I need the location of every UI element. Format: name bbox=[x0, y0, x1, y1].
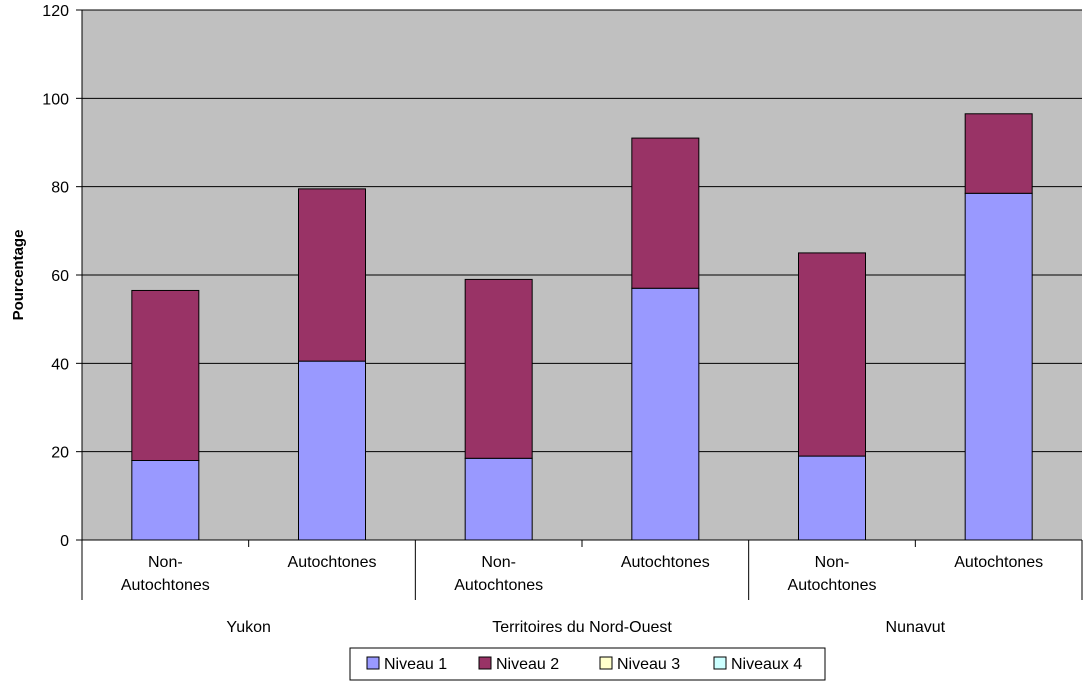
y-tick-label: 40 bbox=[51, 356, 69, 373]
bar-segment bbox=[131, 289, 200, 462]
legend-swatch bbox=[478, 656, 492, 670]
legend: Niveau 1 Niveau 2 Niveau 3 Niveaux 4 bbox=[349, 647, 826, 681]
legend-label: Niveaux 4 bbox=[731, 656, 802, 673]
legend-swatch bbox=[713, 656, 727, 670]
x-group-label: Nunavut bbox=[886, 619, 946, 636]
bar-segment bbox=[964, 113, 1033, 194]
x-group-label: Yukon bbox=[226, 619, 270, 636]
bar-segment bbox=[964, 192, 1033, 541]
legend-label: Niveau 1 bbox=[384, 656, 447, 673]
x-group-label: Territoires du Nord-Ouest bbox=[492, 619, 672, 636]
y-tick-label: 80 bbox=[51, 180, 69, 197]
x-tick-label: Autochtones bbox=[954, 554, 1043, 571]
x-tick-label: Autochtones bbox=[788, 577, 877, 594]
bar-segment bbox=[298, 360, 366, 541]
y-tick-label: 100 bbox=[42, 91, 69, 108]
bar-segment bbox=[464, 457, 533, 541]
bar-segment bbox=[631, 137, 700, 289]
bar-segment bbox=[798, 252, 866, 457]
y-tick-label: 60 bbox=[51, 268, 69, 285]
x-tick-label: Autochtones bbox=[454, 577, 543, 594]
y-axis-label: Pourcentage bbox=[10, 230, 27, 321]
x-tick-label: Non- bbox=[815, 554, 850, 571]
x-tick-label: Autochtones bbox=[288, 554, 377, 571]
x-tick-label: Autochtones bbox=[121, 577, 210, 594]
x-tick-label: Non- bbox=[148, 554, 183, 571]
y-tick-label: 20 bbox=[51, 445, 69, 462]
y-axis: 0 20 40 60 80 100 120 bbox=[42, 3, 83, 550]
x-tick-label: Non- bbox=[481, 554, 516, 571]
bar-segment bbox=[131, 460, 200, 541]
x-tick-label: Autochtones bbox=[621, 554, 710, 571]
bar-segment bbox=[631, 287, 700, 541]
y-tick-label: 120 bbox=[42, 3, 69, 20]
bar-segment bbox=[798, 455, 866, 541]
y-tick-label: 0 bbox=[60, 533, 69, 550]
legend-box bbox=[349, 647, 826, 681]
legend-swatch bbox=[366, 656, 380, 670]
bar-segment bbox=[298, 188, 366, 362]
legend-swatch bbox=[599, 656, 613, 670]
legend-label: Niveau 2 bbox=[496, 656, 559, 673]
bar-segment bbox=[464, 278, 533, 459]
legend-label: Niveau 3 bbox=[617, 656, 680, 673]
x-axis: Non- Autochtones Autochtones Non- Autochtone… bbox=[81, 539, 1083, 636]
